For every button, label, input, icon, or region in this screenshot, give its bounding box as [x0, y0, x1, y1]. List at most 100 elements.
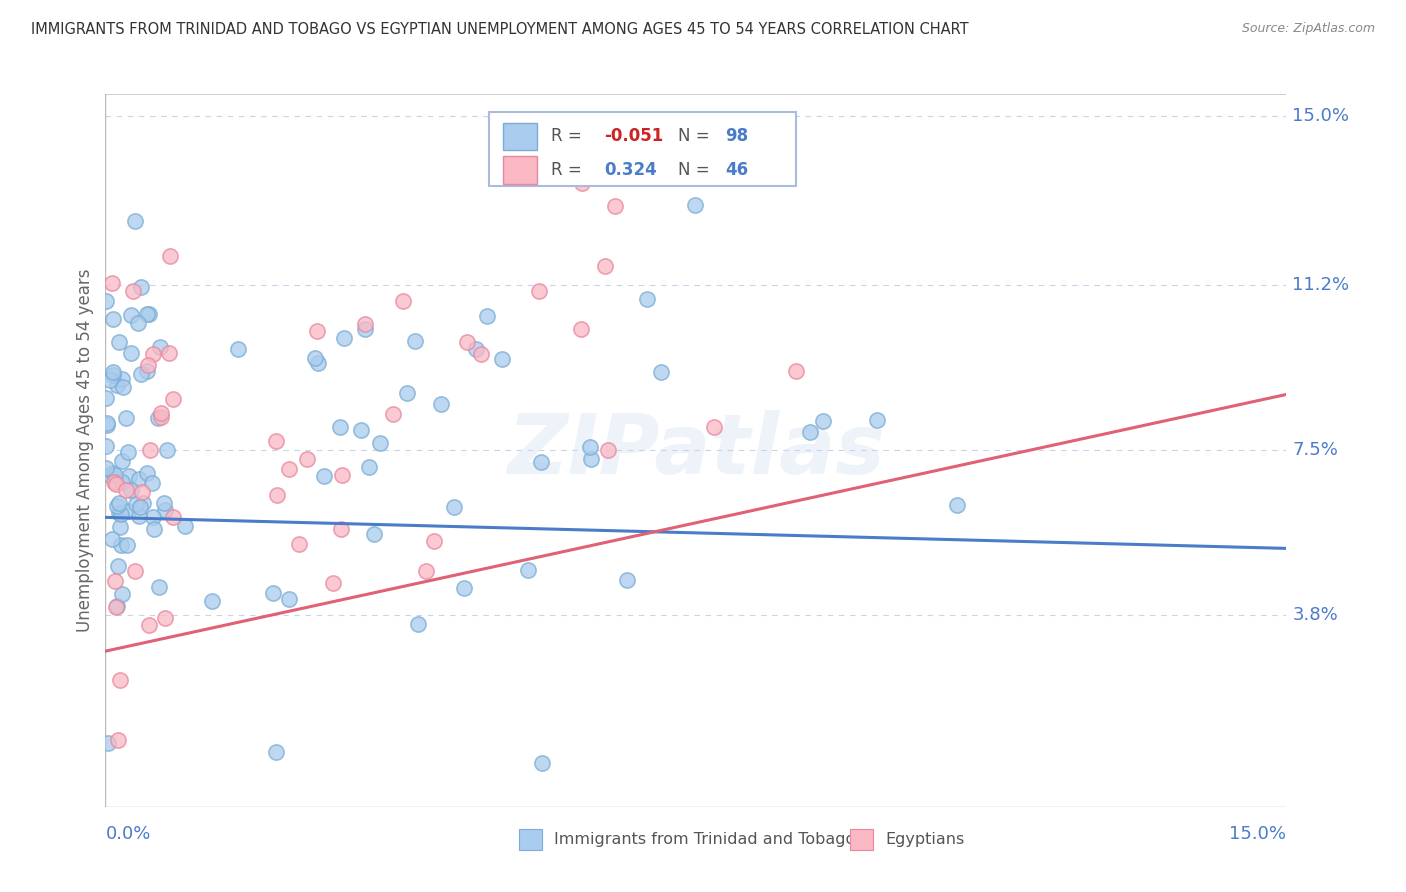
Point	[148, 340, 170, 354]
Point	[152, 495, 174, 509]
Point	[156, 442, 179, 457]
Text: Egyptians: Egyptians	[884, 832, 965, 847]
Point	[108, 334, 131, 349]
Point	[148, 580, 170, 594]
Point	[104, 467, 127, 482]
Point	[105, 599, 128, 613]
Point	[811, 413, 834, 427]
Point	[866, 413, 889, 427]
Point	[136, 307, 159, 321]
Point	[111, 379, 134, 393]
Point	[491, 351, 513, 366]
Point	[799, 425, 821, 439]
Point	[636, 292, 658, 306]
Text: R =: R =	[551, 128, 586, 145]
Point	[354, 318, 377, 332]
Point	[277, 592, 299, 607]
Point	[108, 673, 131, 688]
Point	[124, 497, 146, 511]
Point	[456, 334, 478, 349]
Point	[155, 610, 177, 624]
Point	[404, 334, 426, 348]
Point	[124, 214, 146, 228]
Point	[117, 445, 139, 459]
Point	[96, 439, 118, 453]
Point	[98, 468, 121, 483]
Text: R =: R =	[551, 161, 586, 179]
Point	[120, 346, 142, 360]
Point	[103, 574, 125, 588]
Text: 15.0%: 15.0%	[1292, 107, 1350, 125]
Text: 46: 46	[725, 161, 748, 179]
Point	[406, 616, 429, 631]
Text: 98: 98	[725, 128, 748, 145]
Point	[107, 496, 129, 510]
Point	[146, 410, 169, 425]
Point	[142, 510, 165, 524]
Point	[650, 365, 672, 379]
Point	[96, 293, 118, 308]
Point	[162, 509, 184, 524]
Point	[305, 324, 328, 338]
Y-axis label: Unemployment Among Ages 45 to 54 years: Unemployment Among Ages 45 to 54 years	[76, 268, 94, 632]
Text: ZIPatlas: ZIPatlas	[508, 410, 884, 491]
Text: N =: N =	[678, 161, 716, 179]
Point	[110, 538, 132, 552]
Point	[129, 280, 152, 294]
Text: 0.324: 0.324	[603, 161, 657, 179]
Point	[162, 392, 184, 407]
Point	[105, 378, 128, 392]
Point	[150, 406, 173, 420]
Point	[143, 522, 166, 536]
Text: 0.0%: 0.0%	[105, 825, 150, 843]
Text: 7.5%: 7.5%	[1292, 442, 1339, 459]
Point	[475, 310, 498, 324]
Point	[530, 756, 553, 770]
Point	[101, 533, 124, 547]
Point	[120, 483, 142, 497]
Point	[295, 451, 318, 466]
Point	[946, 498, 969, 512]
Point	[423, 533, 446, 548]
Point	[330, 522, 353, 536]
Point	[115, 538, 138, 552]
Point	[430, 397, 453, 411]
Point	[465, 342, 488, 356]
Text: N =: N =	[678, 128, 716, 145]
Point	[131, 485, 153, 500]
Point	[278, 462, 301, 476]
Point	[136, 364, 159, 378]
Text: Immigrants from Trinidad and Tobago: Immigrants from Trinidad and Tobago	[554, 832, 855, 847]
Text: 3.8%: 3.8%	[1292, 607, 1339, 624]
Point	[101, 368, 124, 382]
Point	[103, 475, 125, 489]
Point	[363, 527, 385, 541]
Point	[571, 176, 593, 190]
Point	[350, 423, 373, 437]
Point	[141, 476, 163, 491]
Point	[138, 307, 160, 321]
Point	[703, 420, 725, 434]
Point	[579, 452, 602, 467]
Point	[96, 416, 118, 430]
Point	[579, 440, 602, 454]
Point	[333, 331, 356, 345]
Text: -0.051: -0.051	[603, 128, 664, 145]
Point	[329, 419, 352, 434]
Point	[96, 418, 118, 433]
Point	[381, 407, 404, 421]
Point	[129, 368, 152, 382]
Point	[115, 483, 138, 498]
Point	[354, 322, 377, 336]
Point	[453, 581, 475, 595]
Point	[155, 502, 177, 516]
Point	[201, 594, 224, 608]
Point	[150, 410, 173, 425]
FancyBboxPatch shape	[489, 112, 796, 186]
Bar	[849, 829, 873, 850]
Point	[111, 587, 134, 601]
Point	[392, 294, 415, 309]
Point	[135, 467, 157, 481]
Point	[117, 503, 139, 517]
Point	[288, 537, 311, 551]
